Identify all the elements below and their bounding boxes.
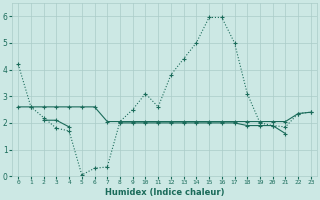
X-axis label: Humidex (Indice chaleur): Humidex (Indice chaleur) (105, 188, 224, 197)
